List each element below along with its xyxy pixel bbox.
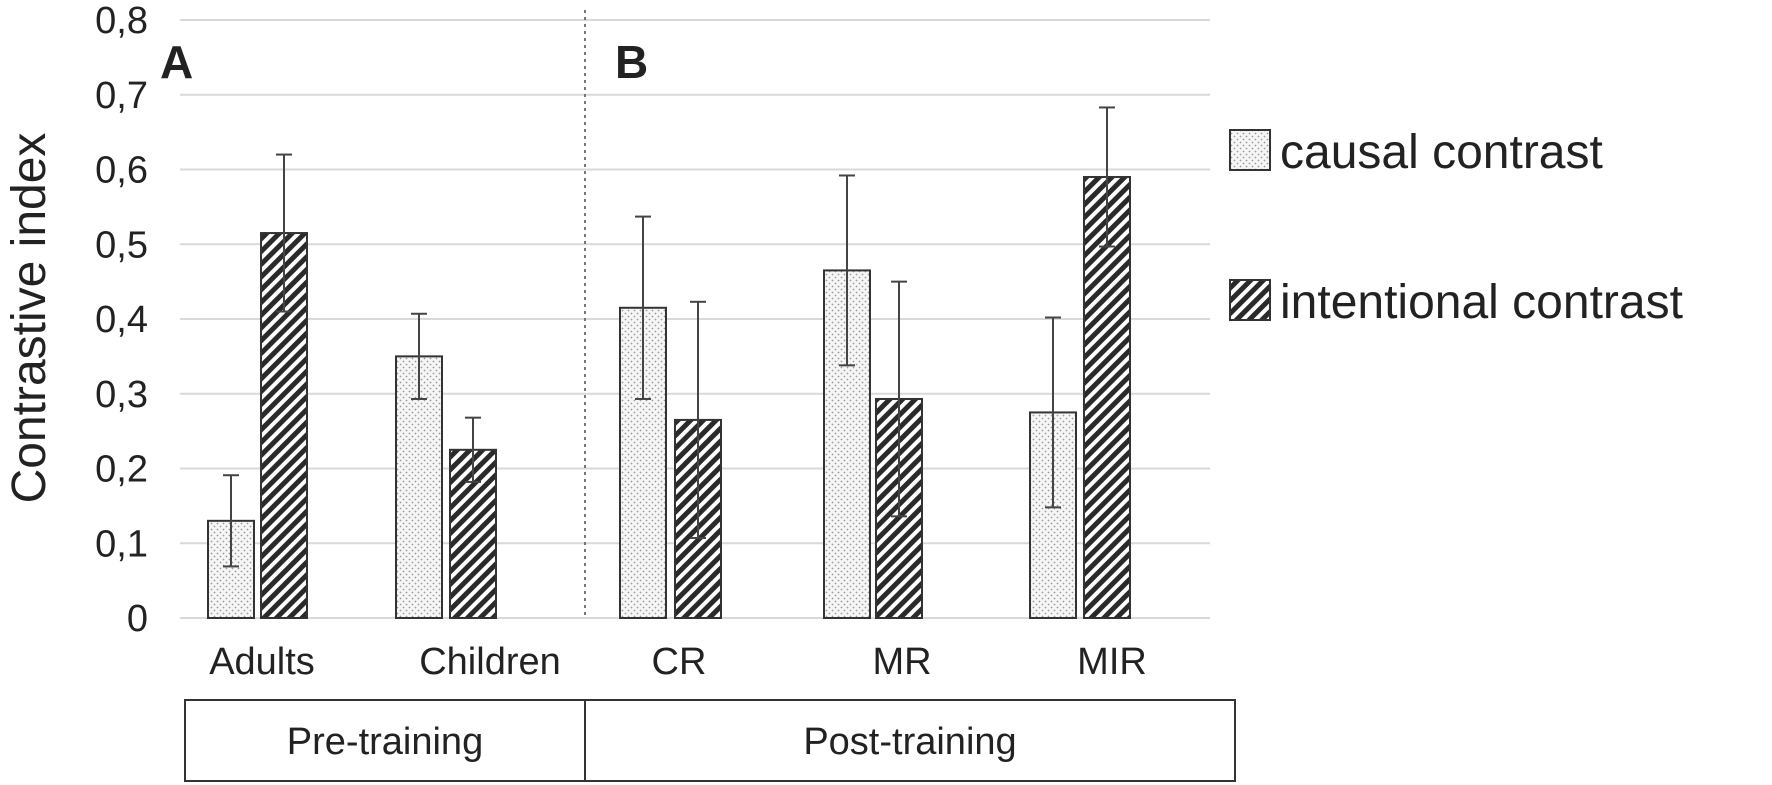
error-bar-intentional-contrast-mr (891, 280, 907, 518)
error-bar-causal-contrast-cr (635, 215, 651, 400)
y-tick-label-8: 0,8 (95, 0, 148, 42)
legend-swatch-intentional (1229, 279, 1271, 321)
x-category-children: Children (419, 641, 561, 683)
error-bar-causal-contrast-mr (839, 174, 855, 367)
y-tick-label-1: 0,1 (95, 523, 148, 565)
legend-label-causal: causal contrast (1280, 126, 1603, 179)
legend-swatch-causal (1229, 129, 1271, 171)
y-axis-ticks: 0 0,1 0,2 0,3 0,4 0,5 0,6 0,7 0,8 (95, 0, 148, 640)
gridlines (180, 19, 1210, 619)
y-tick-label-6: 0,6 (95, 150, 148, 192)
y-tick-label-5: 0,5 (95, 224, 148, 266)
error-bar-intentional-contrast-children (465, 416, 481, 483)
error-bar-intentional-contrast-mir (1099, 106, 1115, 248)
y-tick-label-3: 0,3 (95, 374, 148, 416)
panel-label-a: A (160, 36, 193, 88)
error-bar-intentional-contrast-adults (276, 153, 292, 313)
y-tick-label-0: 0 (127, 598, 148, 640)
x-category-mr: MR (872, 641, 931, 683)
group-label-post-training: Post-training (803, 721, 1016, 763)
x-category-cr: CR (652, 641, 707, 683)
y-tick-label-7: 0,7 (95, 75, 148, 117)
group-table-border (184, 699, 1236, 782)
x-axis-categories: Adults Children CR MR MIR (209, 641, 1147, 683)
error-bar-intentional-contrast-cr (690, 300, 706, 540)
x-category-adults: Adults (209, 641, 315, 683)
bar-intentional-contrast-mir (1083, 175, 1131, 619)
error-bar-causal-contrast-children (411, 312, 427, 400)
error-bar-causal-contrast-mir (1045, 316, 1061, 509)
panel-label-b: B (615, 36, 648, 88)
x-category-mir: MIR (1077, 641, 1147, 683)
error-bars (223, 106, 1115, 568)
group-label-pre-training: Pre-training (287, 721, 483, 763)
y-axis-label: Contrastive index (3, 133, 56, 504)
y-tick-label-2: 0,2 (95, 449, 148, 491)
bars (207, 175, 1131, 620)
legend-label-intentional: intentional contrast (1280, 276, 1683, 329)
bar-causal-contrast-mr (823, 269, 871, 619)
bar-causal-contrast-children (395, 355, 443, 619)
y-tick-label-4: 0,4 (95, 299, 148, 341)
legend: causal contrast intentional contrast (1229, 126, 1683, 329)
group-table: Pre-training Post-training (184, 699, 1236, 782)
error-bar-causal-contrast-adults (223, 474, 239, 568)
